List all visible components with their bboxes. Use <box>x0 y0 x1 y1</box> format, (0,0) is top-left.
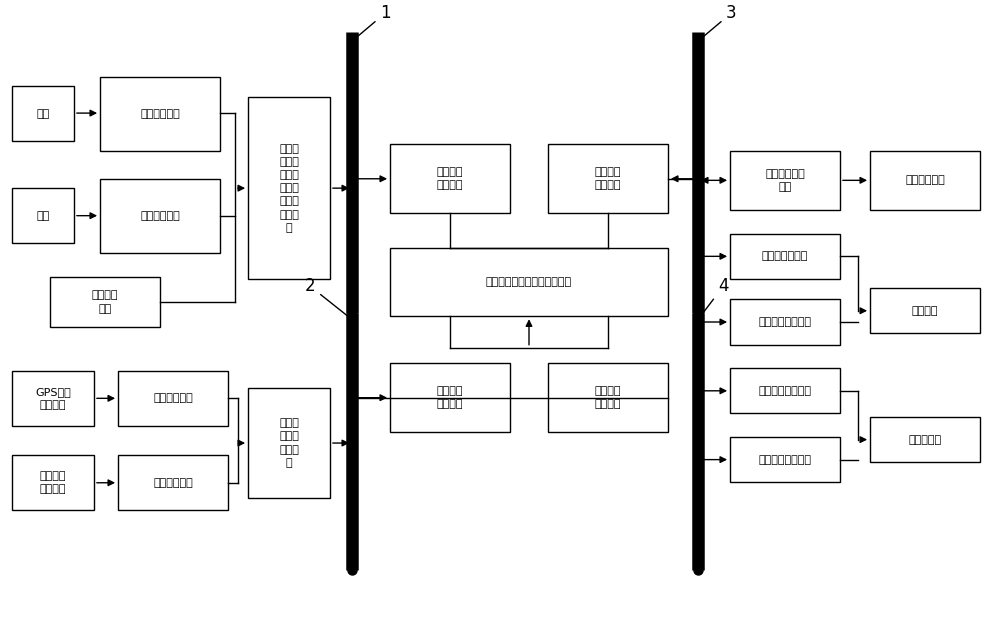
Text: 车载移动
终端装置: 车载移动 终端装置 <box>40 471 66 495</box>
Bar <box>390 363 510 432</box>
Text: 第二整车
控制单元: 第二整车 控制单元 <box>437 386 463 409</box>
Text: 电机: 电机 <box>36 211 50 221</box>
Bar <box>248 98 330 279</box>
Bar <box>12 188 74 243</box>
Bar <box>12 455 94 510</box>
Text: GPS定位
导航装置: GPS定位 导航装置 <box>35 387 71 410</box>
Bar <box>118 455 228 510</box>
Text: 车速测量
装置: 车速测量 装置 <box>92 290 118 314</box>
Text: 第一整车
控制单元: 第一整车 控制单元 <box>437 167 463 190</box>
Text: 2: 2 <box>305 277 350 318</box>
Bar <box>548 363 668 432</box>
Bar <box>390 145 510 213</box>
Bar <box>870 151 980 210</box>
Bar <box>730 234 840 279</box>
Text: 驾驶习惯曲线
对比: 驾驶习惯曲线 对比 <box>765 169 805 192</box>
Bar <box>100 77 220 151</box>
Bar <box>548 145 668 213</box>
Text: 车载仪表: 车载仪表 <box>912 305 938 316</box>
Text: 中控显示屏: 中控显示屏 <box>908 434 942 444</box>
Bar <box>248 388 330 498</box>
Text: 驾驶习惯判断提示: 驾驶习惯判断提示 <box>759 386 812 396</box>
Text: 电池: 电池 <box>36 109 50 119</box>
Text: 信息计算，对比，记录，存储: 信息计算，对比，记录，存储 <box>486 277 572 287</box>
Bar <box>870 417 980 462</box>
Text: 拥挤信息模拟: 拥挤信息模拟 <box>153 478 193 488</box>
Bar <box>730 437 840 482</box>
Bar <box>12 371 94 426</box>
Bar <box>12 86 74 141</box>
Bar <box>730 299 840 344</box>
Text: 车辆预备使用情况: 车辆预备使用情况 <box>759 454 812 464</box>
Bar <box>870 288 980 333</box>
Text: 4: 4 <box>700 277 728 317</box>
Text: 1: 1 <box>354 4 391 39</box>
Bar <box>50 277 160 327</box>
Text: 驾驶习惯评估: 驾驶习惯评估 <box>905 175 945 185</box>
Bar <box>730 368 840 413</box>
Bar <box>390 247 668 316</box>
Text: 第四整车
控制单元: 第四整车 控制单元 <box>595 386 621 409</box>
Bar <box>100 179 220 252</box>
Text: 路径信息模拟: 路径信息模拟 <box>153 393 193 403</box>
Text: 3: 3 <box>700 4 737 39</box>
Text: 实时能量消耗率: 实时能量消耗率 <box>762 251 808 261</box>
Text: 电源管理系统: 电源管理系统 <box>140 109 180 119</box>
Text: 第三整车
控制单元: 第三整车 控制单元 <box>595 167 621 190</box>
Text: 电机管理系统: 电机管理系统 <box>140 211 180 221</box>
Text: 整车信
息状态
采集和
整车部
件状态
信息采
集: 整车信 息状态 采集和 整车部 件状态 信息采 集 <box>279 143 299 233</box>
Bar <box>118 371 228 426</box>
Bar <box>730 151 840 210</box>
Text: 剩余所
需行驶
里程估
计: 剩余所 需行驶 里程估 计 <box>279 418 299 468</box>
Text: 上周期能量消耗率: 上周期能量消耗率 <box>759 317 812 327</box>
